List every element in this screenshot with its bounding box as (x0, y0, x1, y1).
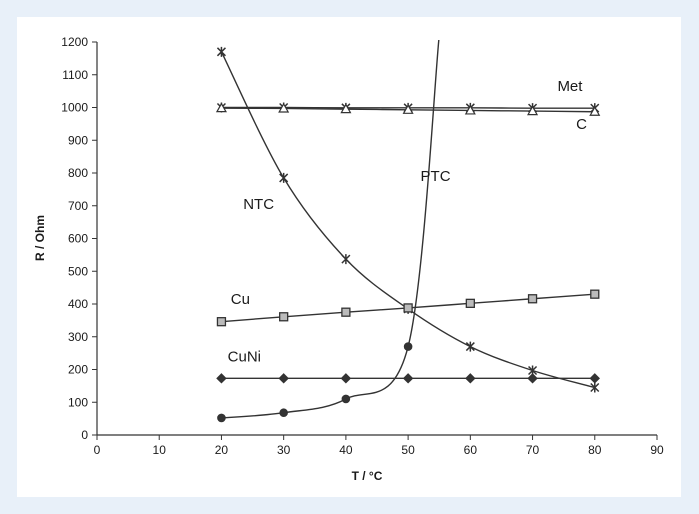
series-c (215, 102, 601, 116)
figure-panel: 0 10 20 30 40 50 60 70 80 90 0 100 200 300 400 500 600 70… (17, 17, 681, 497)
series-layer (215, 40, 601, 423)
y-tick-label: 800 (68, 166, 88, 180)
series-ntc (216, 46, 600, 393)
series-line-ntc (220, 51, 595, 389)
series-label-cu: Cu (231, 291, 250, 308)
resistance-temperature-chart: 0 10 20 30 40 50 60 70 80 90010020030040050060070… (33, 35, 664, 483)
series-label-ptc: PTC (421, 168, 451, 185)
data-point-ntc (465, 341, 475, 352)
y-tick-label: 600 (68, 232, 88, 246)
data-point-cu (216, 317, 227, 327)
data-point-cuni (589, 373, 600, 384)
y-axis-title: R / Ohm (33, 215, 47, 261)
y-tick-label: 700 (68, 199, 88, 213)
data-point-ptc (217, 413, 226, 423)
data-point-cuni (527, 373, 538, 384)
data-point-cu (341, 307, 351, 317)
y-tick-label: 100 (68, 395, 88, 409)
series-labels: Met C PTC NTC Cu CuNi (228, 78, 587, 365)
data-point-ntc (590, 382, 600, 393)
series-label-cuni: CuNi (228, 348, 261, 365)
data-point-cuni (340, 373, 352, 384)
y-tick-label: 300 (68, 330, 88, 344)
series-label-met: Met (557, 78, 583, 95)
data-point-cu (465, 298, 475, 308)
series-ptc (217, 40, 440, 423)
y-tick-label: 900 (68, 133, 88, 147)
data-point-c (464, 104, 476, 115)
y-tick-label: 500 (68, 264, 88, 278)
data-point-ptc (341, 394, 351, 404)
axes: 0 10 20 30 40 50 60 70 80 90010020030040050060070… (61, 35, 664, 457)
series-cuni (216, 373, 600, 384)
series-cu (216, 289, 600, 327)
x-tick-label: 20 (215, 443, 229, 457)
data-point-c (215, 102, 227, 113)
data-point-ptc (279, 408, 288, 418)
x-tick-label: 40 (339, 443, 353, 457)
x-tick-label: 70 (526, 443, 540, 457)
series-label-ntc: NTC (243, 196, 274, 213)
data-point-cuni (278, 373, 289, 384)
x-tick-label: 10 (153, 443, 167, 457)
x-tick-label: 60 (464, 443, 478, 457)
data-point-cu (403, 303, 413, 313)
y-tick-label: 1200 (61, 35, 88, 49)
data-point-ntc (341, 254, 351, 265)
data-point-c (589, 106, 601, 116)
data-point-cu (590, 289, 600, 299)
data-point-c (527, 105, 539, 116)
data-point-ptc (403, 342, 413, 351)
data-point-ntc (279, 172, 289, 183)
x-tick-label: 30 (277, 443, 291, 457)
data-point-cu (279, 312, 289, 322)
data-point-c (402, 104, 414, 114)
x-tick-label: 0 (94, 443, 101, 457)
data-point-c (340, 103, 352, 114)
data-point-cuni (402, 373, 414, 384)
y-tick-label: 0 (81, 428, 88, 442)
y-tick-label: 200 (68, 363, 88, 377)
y-tick-label: 400 (68, 297, 88, 311)
data-point-c (278, 102, 290, 113)
x-tick-label: 80 (588, 443, 602, 457)
x-axis-title: T / °C (352, 469, 383, 483)
series-label-c: C (576, 116, 587, 133)
data-point-cu (527, 294, 538, 304)
x-tick-label: 50 (401, 443, 415, 457)
data-point-cuni (465, 373, 476, 384)
y-tick-label: 1100 (62, 68, 88, 82)
data-point-ntc (216, 46, 226, 57)
y-tick-label: 1000 (61, 101, 88, 115)
data-point-cuni (216, 373, 227, 384)
x-tick-label: 90 (650, 443, 664, 457)
